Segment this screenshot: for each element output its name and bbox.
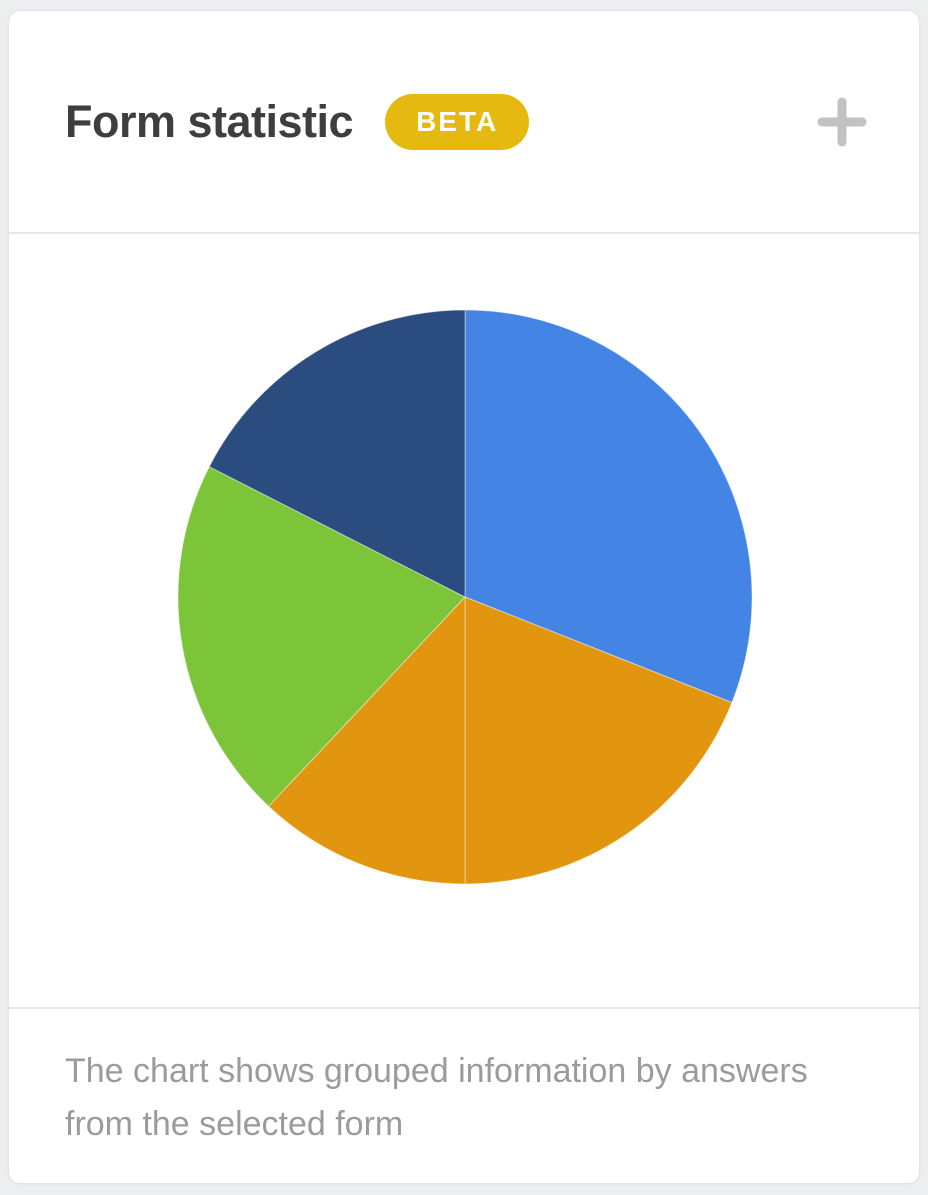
pie-slice-slice-3-orange[interactable] [268,596,466,885]
page-title: Form statistic [65,95,354,147]
card-header: Form statistic BETA [9,11,919,232]
add-widget-button[interactable] [813,93,871,151]
chart-description: The chart shows grouped information by a… [65,1052,808,1143]
beta-badge-label: BETA [416,105,499,137]
plus-icon [817,97,867,146]
form-statistic-card: Form statistic BETA The chart shows grou… [8,10,920,1184]
pie-slice-slice-2-orange[interactable] [464,596,733,885]
card-footer: The chart shows grouped information by a… [9,1009,919,1151]
footer-divider [9,1007,919,1009]
chart-area [9,234,919,1007]
beta-badge: BETA [385,93,530,150]
pie-slice-slice-4-green[interactable] [177,466,466,807]
pie-slice-slice-1-blue[interactable] [464,309,753,704]
pie-chart [177,309,753,885]
header-divider [9,232,919,234]
pie-slice-slice-5-navy[interactable] [208,309,466,598]
